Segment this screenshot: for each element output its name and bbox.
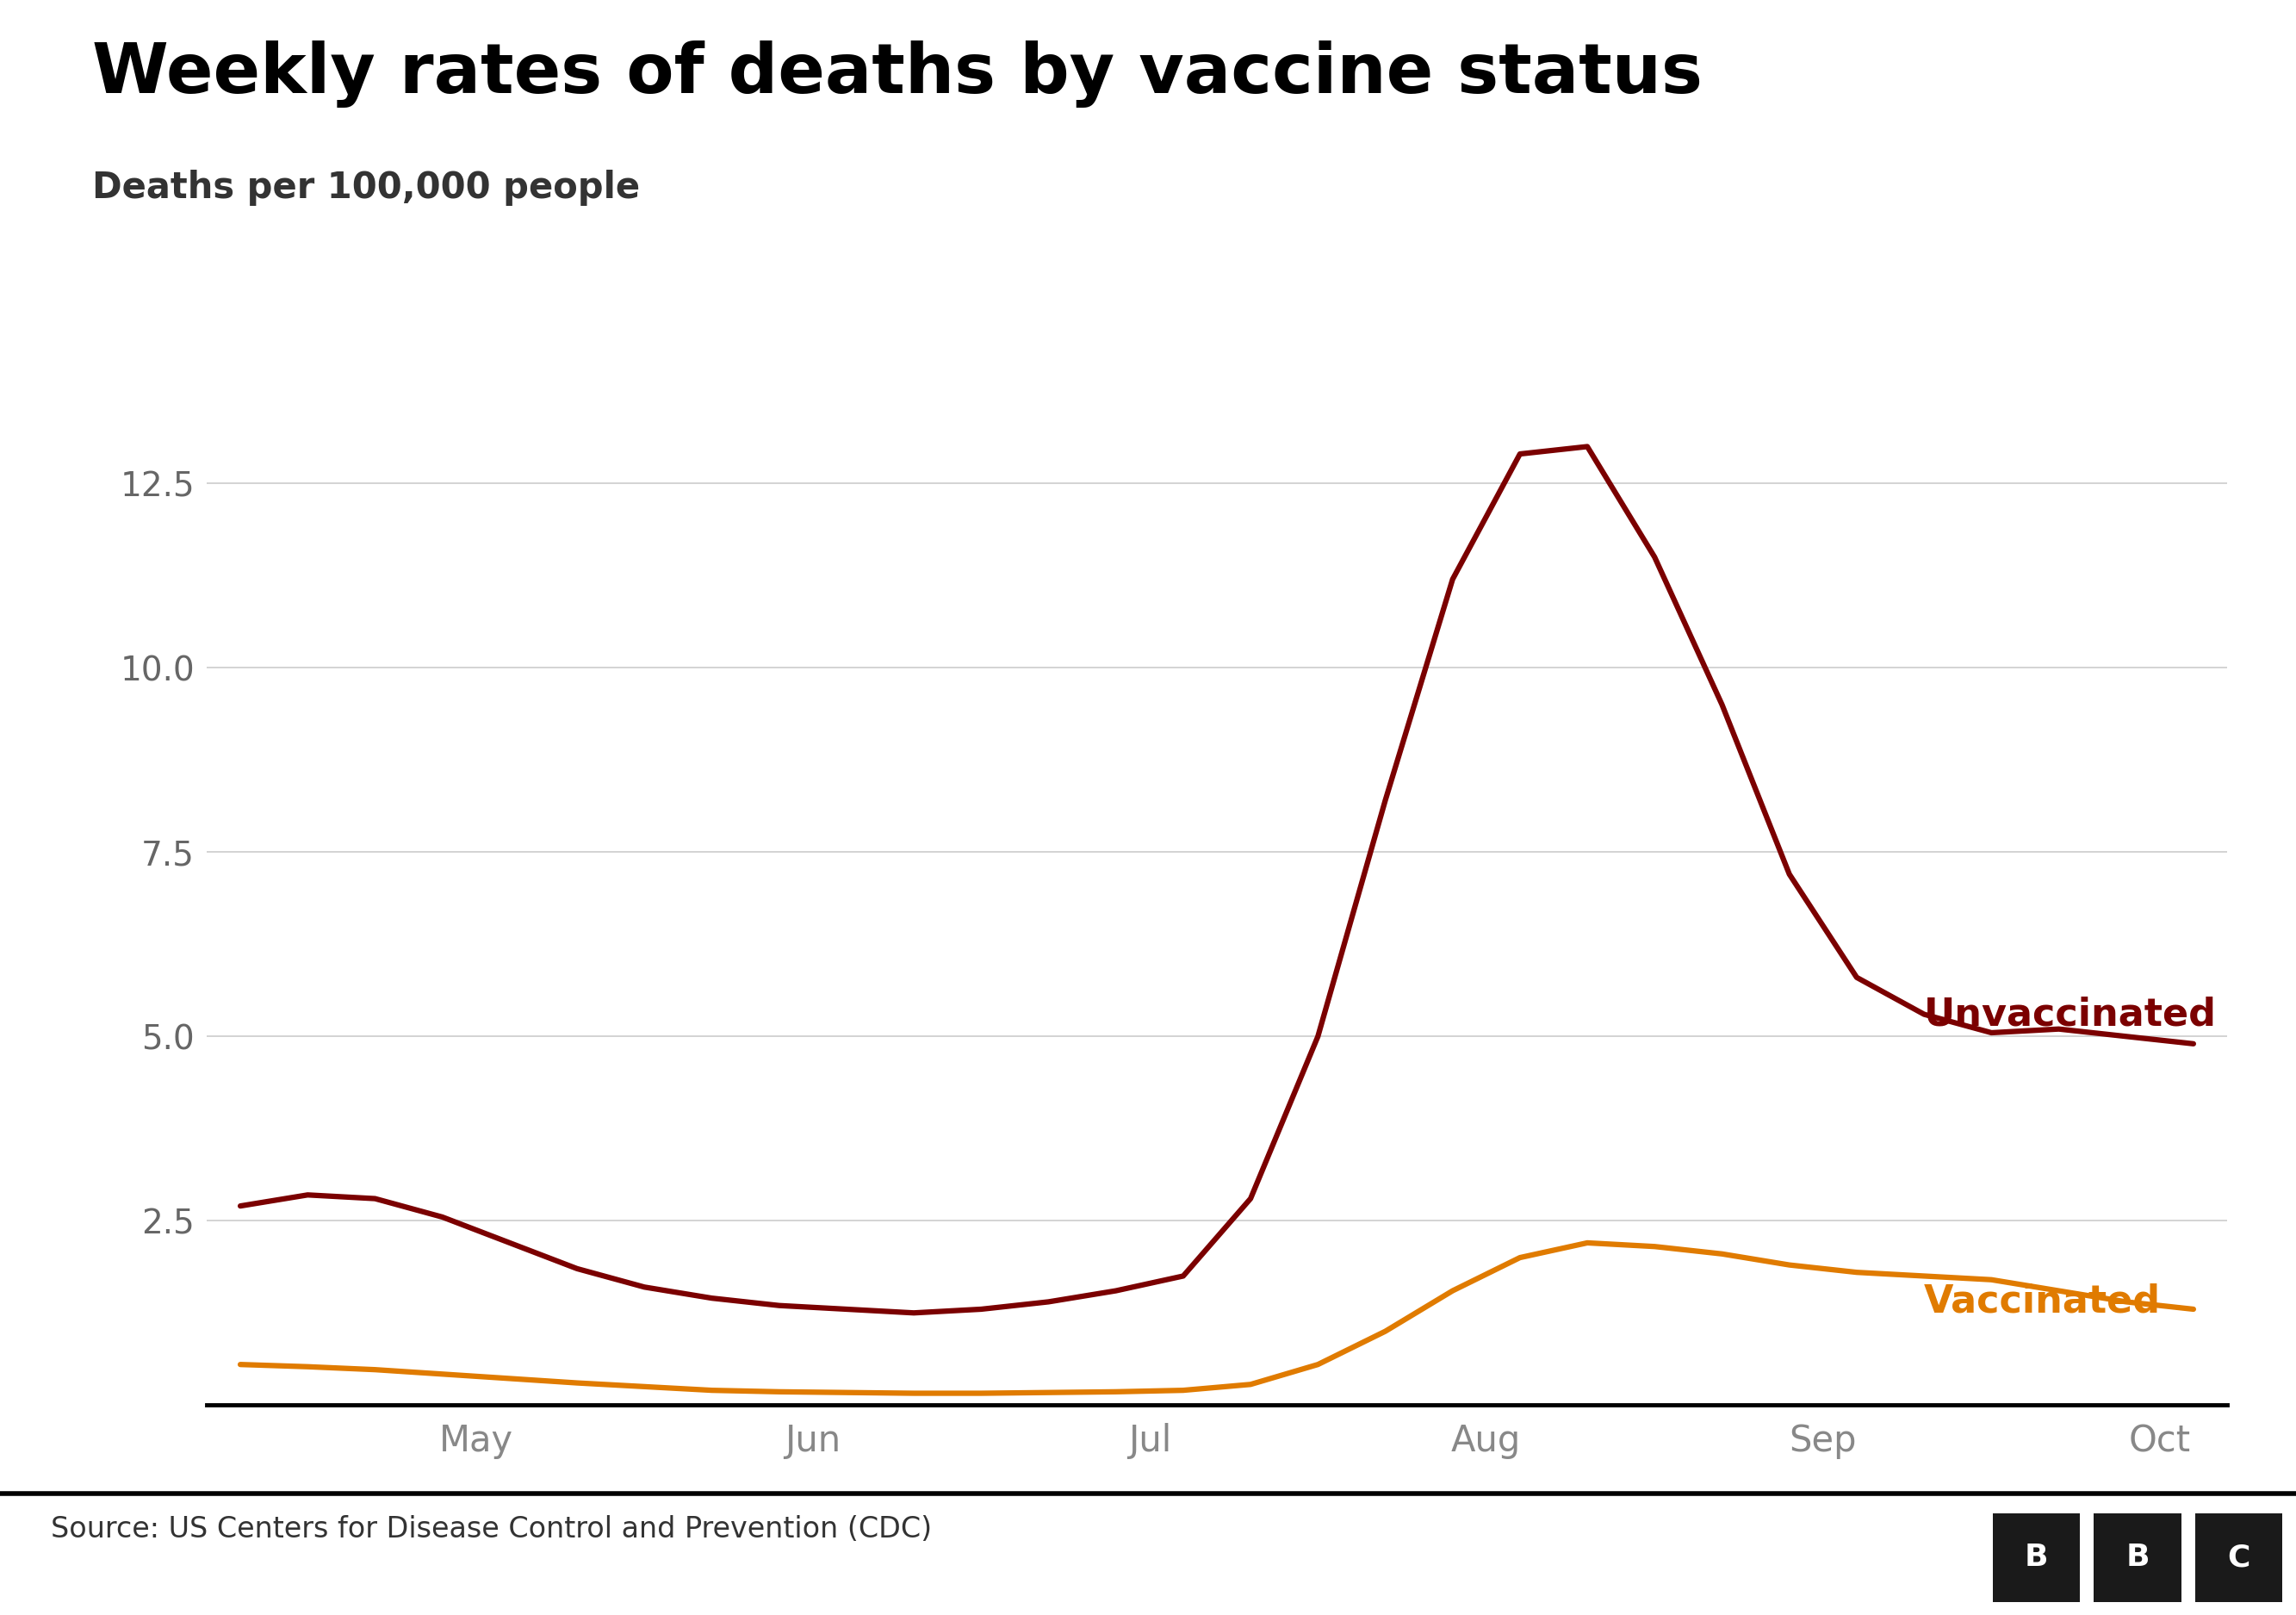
- Text: Source: US Centers for Disease Control and Prevention (CDC): Source: US Centers for Disease Control a…: [51, 1515, 932, 1544]
- Text: B: B: [2025, 1542, 2048, 1573]
- Text: B: B: [2126, 1542, 2149, 1573]
- Text: Weekly rates of deaths by vaccine status: Weekly rates of deaths by vaccine status: [92, 40, 1701, 108]
- Text: C: C: [2227, 1542, 2250, 1573]
- Text: Deaths per 100,000 people: Deaths per 100,000 people: [92, 170, 641, 205]
- Text: Unvaccinated: Unvaccinated: [1924, 996, 2218, 1034]
- Text: Vaccinated: Vaccinated: [1924, 1284, 2161, 1321]
